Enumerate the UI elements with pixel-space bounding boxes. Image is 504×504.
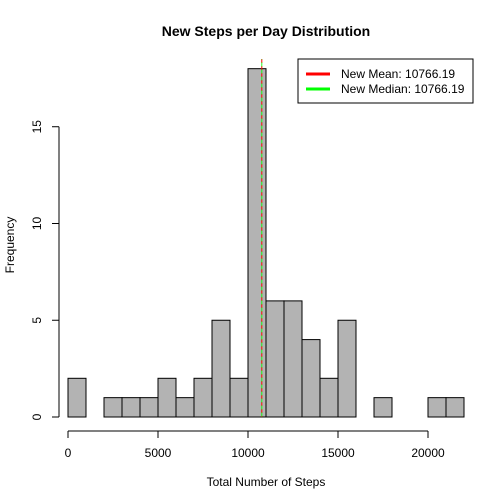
- histogram-bar: [283, 300, 303, 418]
- y-tick-label: 10: [30, 216, 44, 230]
- histogram-bar: [319, 377, 339, 418]
- x-tick-label: 15000: [321, 446, 355, 460]
- chart-title: New Steps per Day Distribution: [162, 23, 370, 39]
- x-tick-label: 5000: [145, 446, 172, 460]
- histogram-bar: [301, 339, 321, 418]
- x-axis-label: Total Number of Steps: [207, 475, 326, 489]
- histogram-bar: [373, 397, 393, 418]
- x-axis: 0 5000 10000 15000 20000: [65, 430, 445, 460]
- legend: New Mean: 10766.19 New Median: 10766.19: [297, 58, 474, 104]
- plot-area: [67, 59, 465, 418]
- y-axis: 0 5 10 15: [30, 120, 60, 420]
- y-tick-label: 0: [30, 413, 44, 420]
- legend-median-label: New Median: 10766.19: [341, 82, 465, 96]
- histogram-bar: [247, 68, 267, 418]
- histogram-bar: [103, 397, 123, 418]
- histogram-bar: [337, 319, 357, 418]
- x-tick-label: 20000: [411, 446, 445, 460]
- histogram-bar: [121, 397, 141, 418]
- histogram-bar: [67, 377, 87, 418]
- y-tick-label: 15: [30, 120, 44, 134]
- histogram-bar: [229, 377, 249, 418]
- histogram-bar: [445, 397, 465, 418]
- histogram-bar: [427, 397, 447, 418]
- histogram-bar: [265, 300, 285, 418]
- x-tick-label: 0: [65, 446, 72, 460]
- y-axis-label: Frequency: [3, 217, 17, 274]
- histogram-bar: [211, 319, 231, 418]
- histogram-bar: [175, 397, 195, 418]
- legend-mean-label: New Mean: 10766.19: [341, 67, 455, 81]
- histogram-bar: [157, 377, 177, 418]
- x-tick-label: 10000: [231, 446, 265, 460]
- histogram-bar: [139, 397, 159, 418]
- legend-box: [297, 58, 474, 104]
- histogram-bar: [193, 377, 213, 418]
- y-tick-label: 5: [30, 317, 44, 324]
